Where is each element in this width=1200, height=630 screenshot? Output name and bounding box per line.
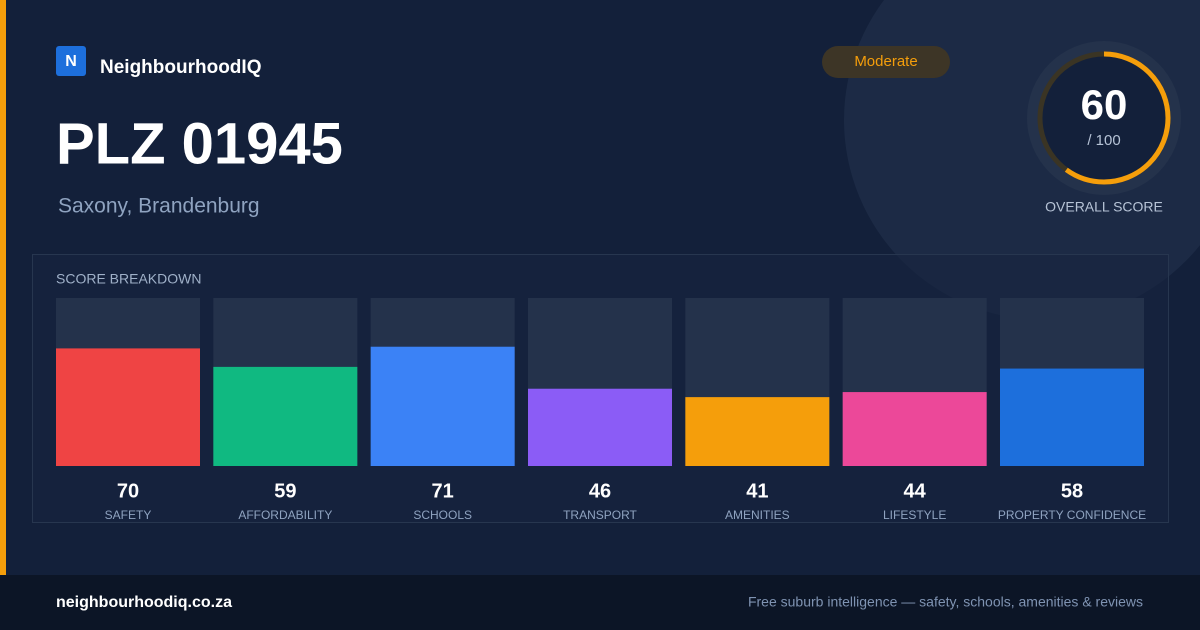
category-label: SCHOOLS <box>413 508 472 522</box>
score-max: / 100 <box>1087 132 1120 149</box>
value-label: 44 <box>904 480 927 502</box>
value-label: 71 <box>432 480 454 502</box>
logo-box <box>56 46 86 76</box>
score-ring <box>1037 51 1171 185</box>
bar <box>56 348 200 466</box>
category-label: LIFESTYLE <box>883 508 946 522</box>
badge-bg <box>822 46 950 78</box>
chart-title: SCORE BREAKDOWN <box>56 271 201 287</box>
value-label: 70 <box>117 480 139 502</box>
category-label: AFFORDABILITY <box>238 508 332 522</box>
bar <box>1000 368 1144 466</box>
value-label: 59 <box>274 480 296 502</box>
category-label: TRANSPORT <box>563 508 637 522</box>
category-label: AMENITIES <box>725 508 790 522</box>
category-label: PROPERTY CONFIDENCE <box>998 508 1146 522</box>
bar <box>528 388 672 466</box>
brand-name: NeighbourhoodIQ <box>100 57 261 78</box>
bar <box>370 346 515 466</box>
footer-site: neighbourhoodiq.co.za <box>56 594 232 611</box>
footer-tagline: Free suburb intelligence — safety, schoo… <box>748 594 1143 610</box>
page-title: PLZ 01945 <box>56 111 343 176</box>
bar <box>685 397 830 466</box>
score-value: 60 <box>1081 81 1128 128</box>
footer-bg <box>0 575 1200 630</box>
bar <box>213 366 358 466</box>
badge: Moderate <box>854 53 917 70</box>
value-label: 41 <box>746 480 768 502</box>
value-label: 58 <box>1061 480 1083 502</box>
logo: N <box>65 53 77 70</box>
accent-stripe <box>0 0 6 575</box>
bar <box>842 392 987 466</box>
subtitle: Saxony, Brandenburg <box>58 195 260 218</box>
value-label: 46 <box>589 480 611 502</box>
score-caption: OVERALL SCORE <box>1045 199 1163 215</box>
category-label: SAFETY <box>105 508 152 522</box>
